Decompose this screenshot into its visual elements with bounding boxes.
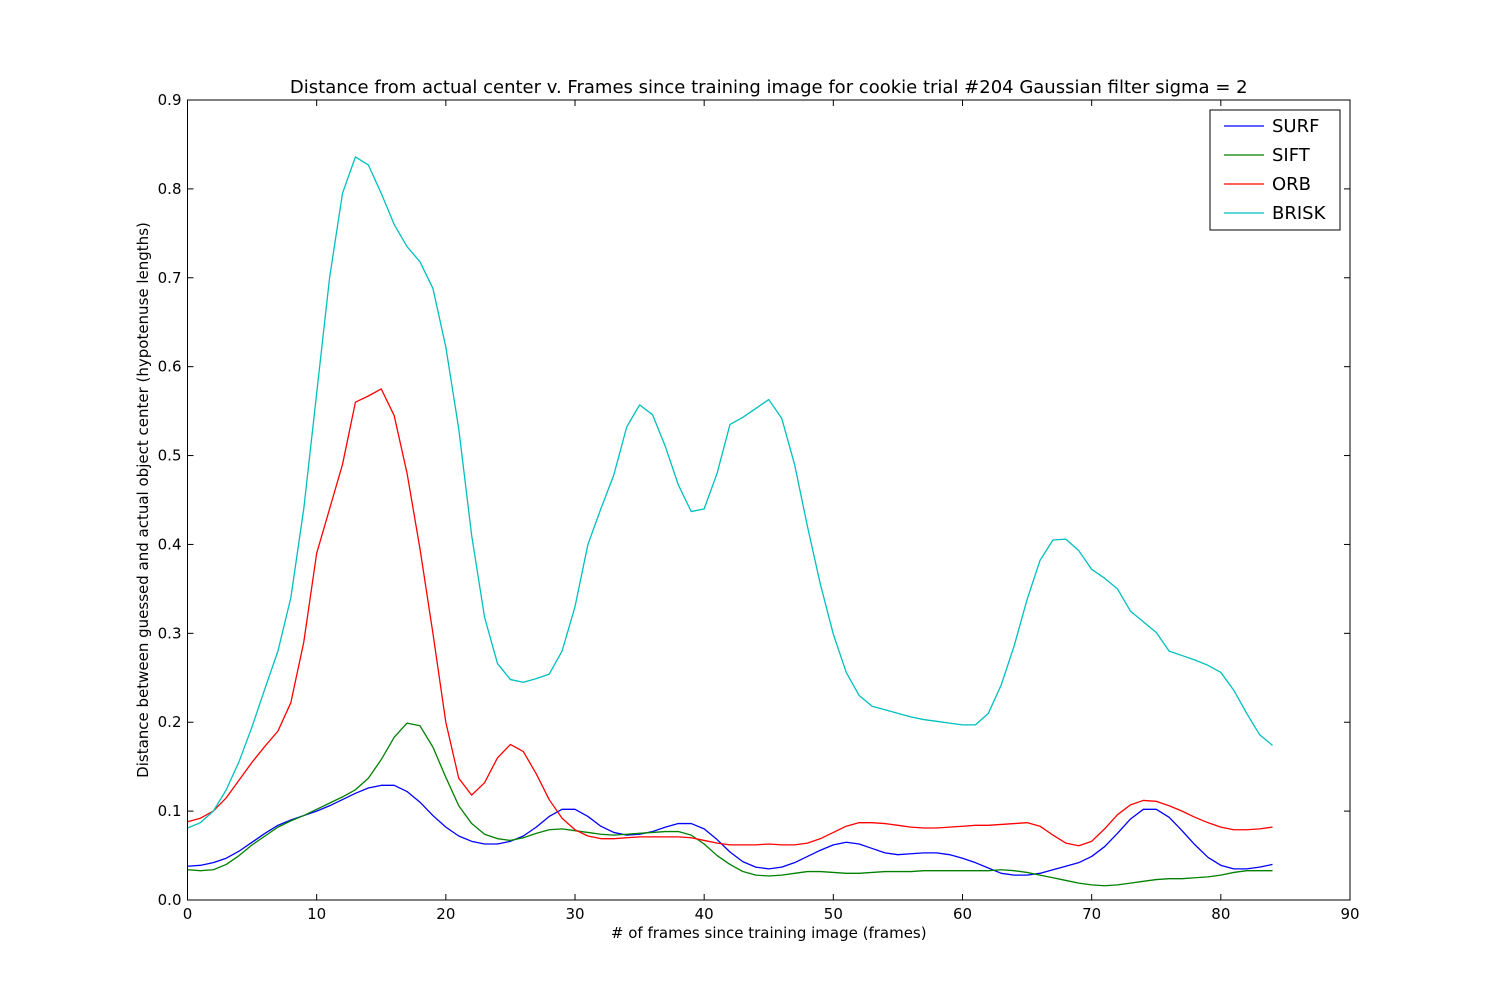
y-tick-label: 0.8	[158, 180, 182, 198]
legend-box	[1209, 109, 1341, 231]
y-axis-ticks: 0.0 0.1 0.2 0.3 0.4 0.5 0.6 0.7 0.8 0.9	[158, 91, 1350, 909]
x-tick-label: 0	[183, 905, 193, 923]
x-tick-label: 90	[1340, 905, 1359, 923]
y-tick-label: 0.9	[158, 91, 182, 109]
x-tick-label: 40	[695, 905, 714, 923]
x-tick-label: 20	[436, 905, 455, 923]
x-tick-label: 80	[1211, 905, 1230, 923]
x-tick-label: 30	[565, 905, 584, 923]
series-layer	[187, 156, 1273, 887]
chart-title: Distance from actual center v. Frames si…	[290, 77, 1248, 98]
legend: SURF SIFT ORB BRISK	[1209, 109, 1341, 231]
legend-label-orb: ORB	[1272, 174, 1311, 195]
y-tick-label: 0.4	[158, 535, 182, 553]
y-axis-label: Distance between guessed and actual obje…	[134, 222, 152, 778]
x-axis-label: # of frames since training image (frames…	[611, 924, 927, 942]
legend-label-brisk: BRISK	[1272, 203, 1327, 224]
y-tick-label: 0.2	[158, 713, 182, 731]
legend-label-sift: SIFT	[1272, 145, 1311, 166]
legend-label-surf: SURF	[1272, 116, 1319, 137]
y-tick-label: 0.3	[158, 624, 182, 642]
series-line-sift	[187, 722, 1273, 887]
series-line-surf	[187, 784, 1273, 876]
y-tick-label: 0.7	[158, 269, 182, 287]
y-tick-label: 0.0	[158, 891, 182, 909]
y-tick-label: 0.6	[158, 358, 182, 376]
x-tick-label: 60	[953, 905, 972, 923]
x-tick-label: 70	[1082, 905, 1101, 923]
series-line-brisk	[187, 156, 1273, 829]
y-tick-label: 0.1	[158, 802, 182, 820]
series-line-orb	[187, 388, 1273, 847]
x-tick-label: 10	[307, 905, 326, 923]
plot-area	[187, 100, 1350, 900]
plot-frame	[187, 99, 1351, 901]
x-tick-label: 50	[824, 905, 843, 923]
y-tick-label: 0.5	[158, 447, 182, 465]
x-axis-ticks: 0 10 20 30 40 50 60 70 80 90	[183, 100, 1360, 923]
